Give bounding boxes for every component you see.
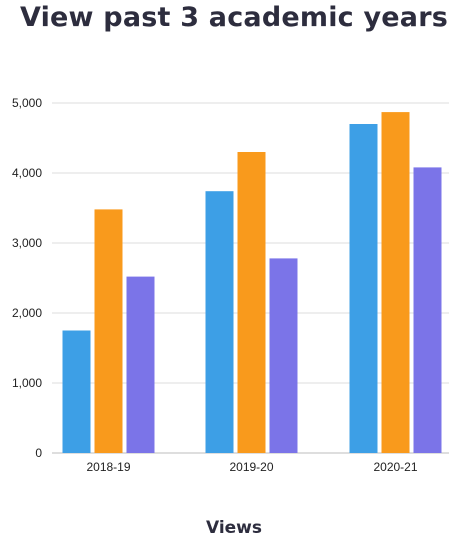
y-tick-label: 4,000 [12, 166, 42, 180]
y-tick-label: 1,000 [12, 376, 42, 390]
bar-2020-21-series-2 [381, 112, 410, 453]
bar-2019-20-series-3 [269, 258, 298, 453]
bars [62, 112, 442, 453]
y-tick-label: 2,000 [12, 306, 42, 320]
chart-title: View past 3 academic years [19, 2, 449, 33]
bar-2019-20-series-1 [205, 191, 234, 453]
x-axis-ticks: 2018-19 2019-20 2020-21 [86, 460, 417, 474]
y-tick-label: 0 [35, 446, 42, 460]
bar-2018-19-series-3 [126, 276, 155, 453]
y-tick-label: 3,000 [12, 236, 42, 250]
bar-2018-19-series-2 [94, 209, 123, 453]
x-tick-label: 2018-19 [86, 460, 130, 474]
x-tick-label: 2019-20 [229, 460, 273, 474]
bar-2019-20-series-2 [237, 152, 266, 453]
bar-2020-21-series-1 [349, 124, 378, 453]
bar-2018-19-series-1 [62, 330, 91, 453]
x-axis-label: Views [205, 518, 263, 538]
y-tick-label: 5,000 [12, 96, 42, 110]
bar-2020-21-series-3 [413, 167, 442, 453]
y-axis-ticks: 0 1,000 2,000 3,000 4,000 5,000 [12, 96, 42, 460]
x-tick-label: 2020-21 [373, 460, 417, 474]
